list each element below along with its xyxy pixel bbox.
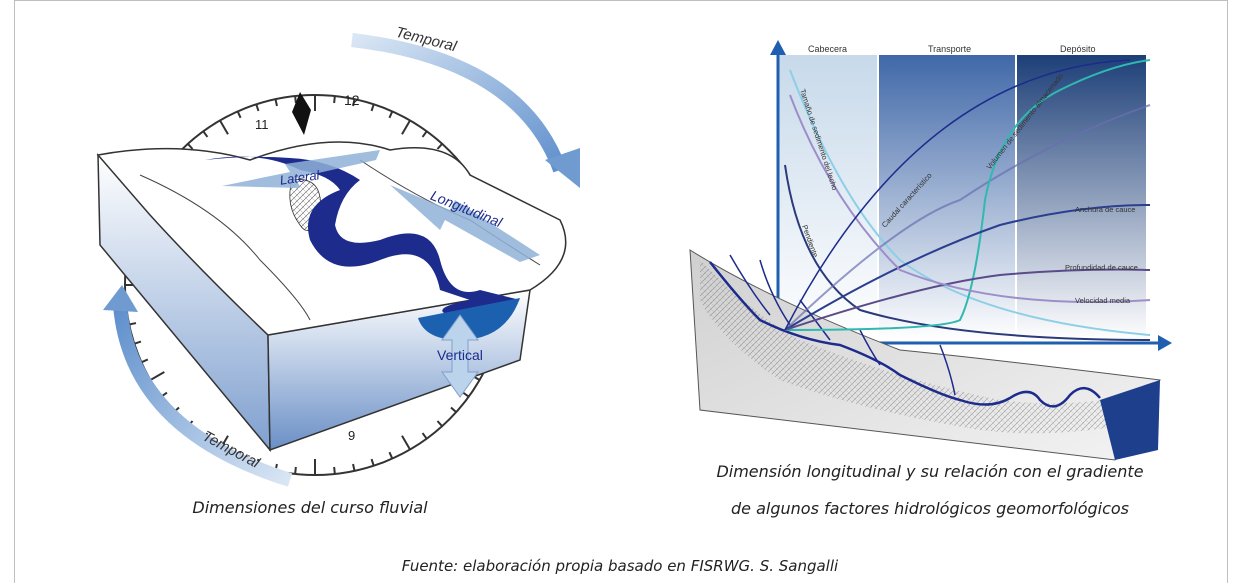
- vertical-arrow: [441, 314, 479, 398]
- clock-tick: [187, 143, 194, 150]
- clock-tick: [401, 435, 411, 451]
- curve-label-depth: Profundidad de cauce: [1065, 263, 1138, 272]
- clock-hand-icon: [292, 92, 311, 135]
- lateral-label: Lateral: [279, 167, 322, 188]
- temporal-arrow-bottom-head: [103, 285, 138, 312]
- clock-tick: [421, 432, 428, 440]
- clock-tick: [202, 130, 209, 138]
- temporal-arrow-top-head: [545, 148, 580, 188]
- curve-sediment-size: [789, 69, 1151, 336]
- clock-tick: [133, 340, 142, 345]
- clock-eleven: 11: [255, 117, 269, 132]
- curve-width: [784, 204, 1151, 331]
- temporal-arrow-bottom: [113, 304, 293, 487]
- curve-label-width: Anchura de cauce: [1075, 205, 1135, 214]
- right-caption-line2: de algunos factores hidrológicos geomorf…: [731, 499, 1129, 518]
- clock-tick: [388, 451, 394, 459]
- curve-label-velocity: Velocidad media: [1075, 296, 1131, 305]
- clock-twelve: 12: [344, 92, 360, 108]
- clock-tick: [141, 358, 149, 364]
- clock-tick: [149, 371, 165, 381]
- clock-tick: [352, 463, 356, 472]
- source-note: Fuente: elaboración propia basado en FIS…: [401, 557, 839, 575]
- zone-label-cabecera: Cabecera: [808, 44, 847, 54]
- longitudinal-arrow: [390, 185, 540, 262]
- clock-tick: [436, 420, 443, 427]
- zone-deposito: [1016, 55, 1146, 340]
- clock-tick: [294, 466, 297, 475]
- clock-tick: [274, 98, 278, 107]
- curves: [784, 59, 1151, 341]
- clock-tick: [421, 130, 428, 138]
- left-caption: Dimensiones del curso fluvial: [192, 498, 428, 517]
- clock-tick: [370, 458, 375, 467]
- figure-frame: [14, 0, 1228, 583]
- zone-cabecera: [778, 55, 878, 340]
- lateral-arrow: [222, 150, 380, 188]
- clock-tick: [294, 95, 297, 104]
- right-diagram: Cabecera Transporte Depósito: [689, 40, 1172, 461]
- temporal-arrow-top: [351, 33, 567, 173]
- zone-label-transporte: Transporte: [928, 44, 971, 54]
- valley-front: [1100, 380, 1160, 460]
- curve-thalweg: [784, 59, 1131, 331]
- clock-tick: [255, 103, 260, 112]
- valley-texture: [700, 260, 1150, 434]
- zone-label-deposito: Depósito: [1060, 44, 1096, 54]
- clock-tick: [370, 103, 375, 112]
- zone-transporte: [878, 55, 1016, 340]
- clock-tick: [333, 95, 336, 104]
- clock-tick: [236, 111, 242, 119]
- left-diagram: 12 11 9 Temporal Temporal Lateral Longit…: [96, 24, 580, 487]
- valley-line-1: [139, 174, 311, 321]
- clock-tick: [436, 143, 443, 150]
- clock-tick: [333, 466, 336, 475]
- curve-slope: [784, 164, 1151, 341]
- clock-nine: 9: [348, 428, 355, 443]
- vertical-label: Vertical: [437, 347, 483, 363]
- clock-tick: [388, 111, 394, 119]
- curve-depth: [784, 268, 1151, 331]
- curve-storage: [784, 59, 1151, 331]
- clock-tick: [401, 119, 411, 135]
- right-caption-line1: Dimensión longitudinal y su relación con…: [716, 462, 1144, 481]
- river-channel: [205, 156, 520, 318]
- curve-discharge: [784, 104, 1151, 331]
- river-cross-section: [418, 298, 520, 340]
- clock-tick: [128, 322, 137, 326]
- clock-tick: [450, 406, 457, 413]
- curve-velocity: [789, 94, 1151, 303]
- clock-tick: [219, 119, 229, 135]
- clock-tick: [462, 391, 470, 398]
- y-axis-arrowhead-icon: [770, 40, 786, 55]
- clock-tick: [352, 98, 356, 107]
- x-axis-arrowhead-icon: [1158, 335, 1172, 351]
